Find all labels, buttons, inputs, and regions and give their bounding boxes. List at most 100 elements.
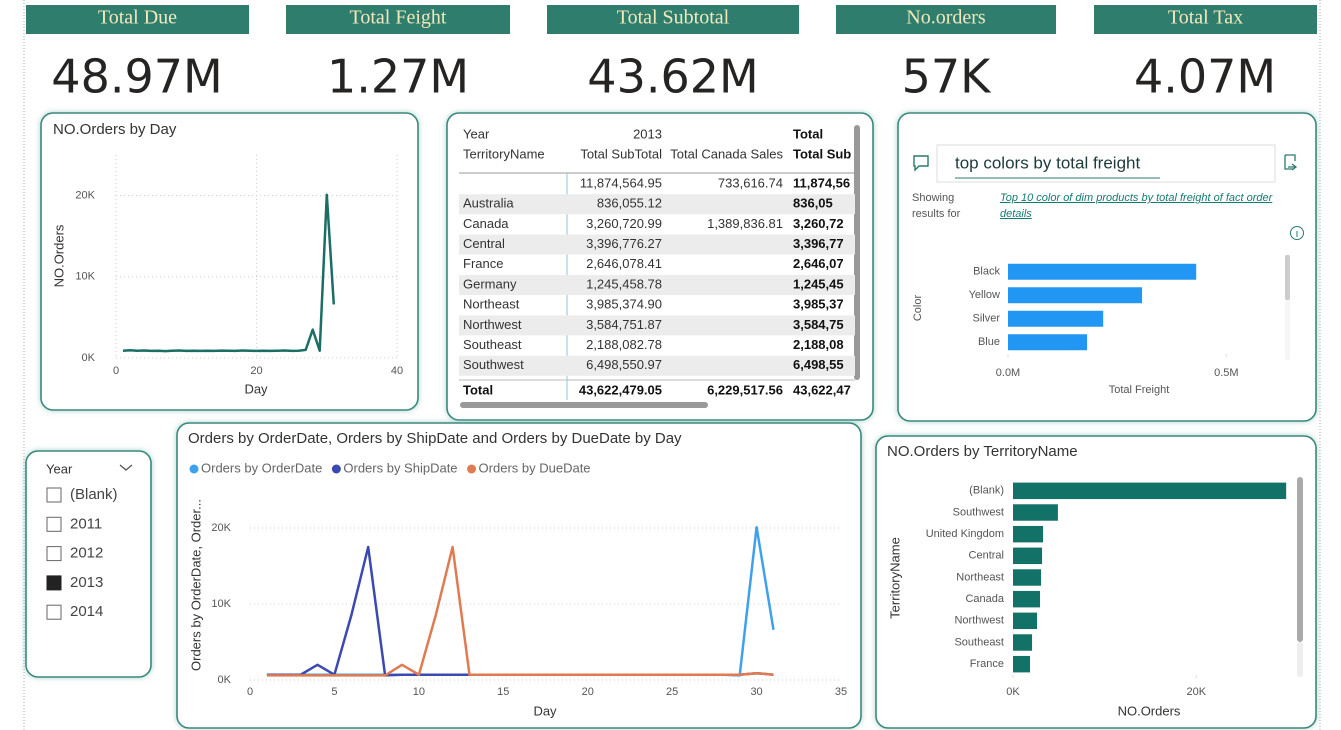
category-label: Yellow	[969, 289, 1000, 301]
table-cell: Total Sub	[793, 146, 851, 161]
x-tick-label: 25	[666, 686, 678, 698]
y-axis-label: Orders by OrderDate, Order...	[188, 499, 203, 671]
table-cell: 43,622,47	[793, 382, 851, 397]
x-tick-label: 20	[582, 686, 594, 698]
table-cell: 3,584,75	[793, 317, 844, 332]
x-tick-label: 0.5M	[1214, 367, 1238, 379]
slicer-checkbox[interactable]	[46, 604, 62, 620]
x-tick-label: 40	[391, 365, 403, 377]
bar	[1013, 482, 1287, 500]
chart-title: NO.Orders by TerritoryName	[887, 443, 1078, 460]
y-tick-label: 20K	[211, 522, 231, 534]
table-cell: 1,245,458.78	[586, 276, 662, 291]
table-cell: 3,260,72	[793, 216, 844, 231]
kpi-value: 43.62M	[587, 50, 758, 104]
legend-label: Orders by ShipDate	[343, 460, 457, 475]
table-cell: 2,188,082.78	[586, 337, 662, 352]
slicer-checkbox[interactable]	[46, 575, 62, 591]
x-axis-label: Day	[244, 381, 268, 396]
table-cell: TerritoryName	[463, 146, 545, 161]
bar	[1013, 634, 1033, 651]
category-label: Southwest	[953, 506, 1004, 518]
x-tick-label: 0K	[1006, 686, 1020, 698]
scrollbar[interactable]	[854, 125, 860, 380]
table-cell: 2,646,078.41	[586, 256, 662, 271]
x-tick-label: 5	[331, 686, 337, 698]
scroll-track	[1297, 642, 1303, 677]
table-cell: Central	[463, 236, 505, 251]
series-line	[266, 545, 774, 677]
scroll-track	[1285, 255, 1290, 360]
category-label: Northeast	[956, 571, 1004, 583]
qa-convert-icon[interactable]	[1284, 154, 1298, 171]
x-tick-label: 0	[247, 686, 253, 698]
table-cell: Total	[463, 382, 493, 397]
kpi-value: 57K	[902, 50, 993, 104]
scrollbar[interactable]	[460, 402, 708, 408]
table-cell: 836,05	[793, 196, 833, 211]
kpi-title: Total Subtotal	[617, 7, 730, 29]
kpi-title: Total Feight	[350, 7, 447, 29]
scrollbar[interactable]	[1297, 477, 1303, 642]
slicer-checkbox[interactable]	[46, 516, 62, 532]
table-cell: Southeast	[463, 337, 522, 352]
kpi-value: 4.07M	[1134, 50, 1276, 104]
category-label: United Kingdom	[926, 528, 1004, 540]
info-icon[interactable]	[1290, 226, 1304, 240]
legend-label: Orders by DueDate	[479, 460, 591, 475]
table-cell: Total SubTotal	[580, 146, 662, 161]
kpi-value: 1.27M	[327, 50, 469, 104]
table-cell: 733,616.74	[718, 175, 783, 190]
slicer-item[interactable]: 2012	[70, 545, 103, 562]
table-cell: 3,985,374.90	[586, 297, 662, 312]
table-cell: France	[463, 256, 503, 271]
bar	[1008, 334, 1088, 351]
qa-input[interactable]	[936, 144, 1276, 183]
x-axis-label: Total Freight	[1109, 384, 1170, 396]
category-label: Silver	[972, 313, 1000, 325]
x-tick-label: 0	[113, 365, 119, 377]
slicer-chevron[interactable]	[119, 464, 133, 471]
qa-interpretation[interactable]: Top 10 color of dim products by total fr…	[1000, 192, 1273, 220]
slicer-item[interactable]: 2014	[70, 603, 103, 620]
slicer-item[interactable]: 2013	[70, 574, 103, 591]
table-cell: Total Canada Sales	[670, 146, 783, 161]
x-tick-label: 30	[750, 686, 762, 698]
x-axis-label: Day	[533, 703, 557, 718]
x-axis-label: NO.Orders	[1118, 703, 1181, 718]
row-band	[459, 194, 855, 215]
table-cell: 11,874,564.95	[580, 175, 662, 190]
table-cell: 2013	[633, 126, 662, 141]
table-cell: 3,396,776.27	[586, 236, 662, 251]
x-tick-label: 10	[413, 686, 425, 698]
category-label: (Blank)	[969, 485, 1004, 497]
panel	[25, 450, 152, 678]
bar	[1008, 310, 1104, 327]
slicer-item[interactable]: (Blank)	[70, 486, 118, 503]
table-cell: 836,055.12	[597, 196, 662, 211]
x-tick-label: 20K	[1187, 686, 1207, 698]
table-cell: 2,188,08	[793, 337, 844, 352]
table-cell: Southwest	[463, 357, 524, 372]
category-label: Blue	[978, 336, 1000, 348]
table-cell: 2,646,07	[793, 256, 844, 271]
bar	[1008, 263, 1197, 280]
slicer-item[interactable]: 2011	[70, 515, 102, 532]
category-label: Northwest	[954, 615, 1004, 627]
slicer-checkbox[interactable]	[46, 487, 62, 503]
bar	[1013, 569, 1042, 586]
slicer-checkbox[interactable]	[46, 546, 62, 562]
qa-query[interactable]: top colors by total freight	[955, 153, 1140, 172]
kpi-tab	[836, 5, 1056, 34]
y-tick-label: 10K	[211, 598, 231, 610]
category-label: Central	[969, 550, 1004, 562]
chart-title: NO.Orders by Day	[53, 121, 177, 138]
table-cell: Year	[463, 126, 490, 141]
panel	[176, 422, 862, 729]
row-band	[459, 234, 855, 255]
table-cell: 1,245,45	[793, 276, 844, 291]
kpi-tab	[1094, 5, 1317, 34]
row-band	[459, 355, 855, 376]
table-cell: 6,498,55	[793, 357, 844, 372]
